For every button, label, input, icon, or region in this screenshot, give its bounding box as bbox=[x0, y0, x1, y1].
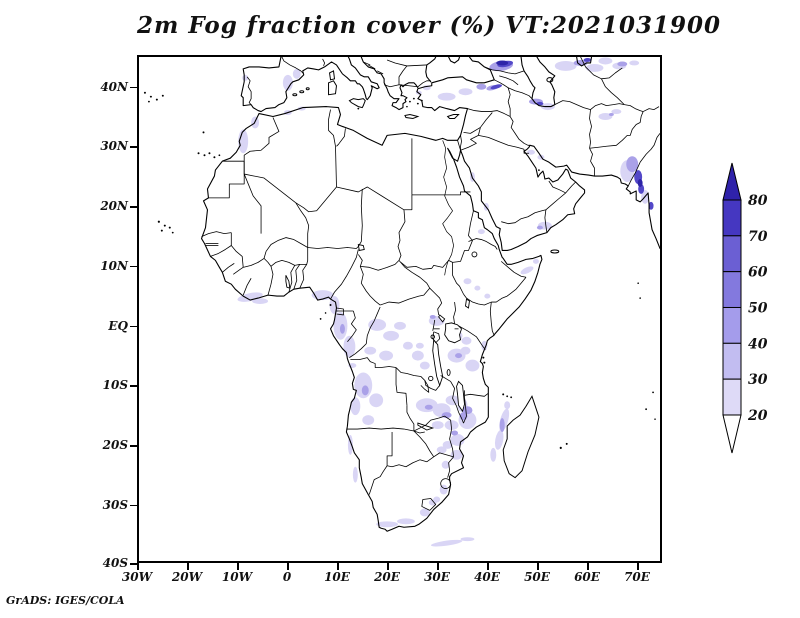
lat-tick bbox=[130, 563, 137, 565]
lon-tick bbox=[337, 563, 339, 570]
lat-tick bbox=[130, 206, 137, 208]
coastline-layer bbox=[200, 57, 660, 532]
lon-tick-label: 40E bbox=[474, 570, 500, 584]
lat-tick-label: EQ bbox=[108, 318, 128, 333]
lat-tick-label: 20N bbox=[100, 199, 128, 214]
lon-tick-label: 30W bbox=[121, 570, 153, 584]
lat-tick bbox=[130, 385, 137, 387]
colorbar-label-80: 80 bbox=[748, 193, 768, 209]
colorbar-segment-50-60 bbox=[722, 271, 742, 308]
lat-tick-label: 30S bbox=[102, 497, 128, 512]
lon-tick bbox=[187, 563, 189, 570]
colorbar-label-30: 30 bbox=[748, 372, 768, 388]
colorbar-segment-40-50 bbox=[722, 306, 742, 344]
lat-tick bbox=[130, 146, 137, 148]
lat-tick bbox=[130, 504, 137, 507]
lon-tick-label: 70E bbox=[624, 570, 650, 584]
colorbar-bottom-arrow bbox=[722, 414, 742, 454]
colorbar-top-arrow bbox=[722, 162, 742, 201]
lat-tick-label: 20S bbox=[102, 438, 128, 453]
lat-tick-label: 10S bbox=[102, 378, 128, 393]
plot-title: 2m Fog fraction cover (%) VT:2021031900 bbox=[137, 12, 721, 39]
lon-tick bbox=[487, 563, 489, 570]
lat-tick-label: 40N bbox=[100, 79, 128, 94]
island-specks-layer bbox=[143, 91, 656, 449]
colorbar-label-20: 20 bbox=[747, 408, 768, 424]
lat-tick-label: 40S bbox=[102, 556, 128, 570]
lon-tick-label: 10E bbox=[324, 570, 350, 584]
lat-tick bbox=[130, 445, 137, 447]
lon-tick-label: 20E bbox=[374, 570, 400, 584]
fog-shading-layer bbox=[237, 57, 654, 547]
colorbar-label-70: 70 bbox=[748, 229, 768, 245]
lon-tick bbox=[437, 563, 439, 570]
africa-fog-map[interactable] bbox=[139, 57, 660, 561]
lon-tick-label: 50E bbox=[524, 570, 550, 584]
lat-tick-label: 30N bbox=[100, 139, 128, 154]
lon-tick-label: 10W bbox=[221, 570, 253, 584]
colorbar: 80 70 60 50 40 30 20 bbox=[722, 162, 768, 454]
credit-text: GrADS: IGES/COLA bbox=[6, 594, 125, 607]
lon-tick-label: 30E bbox=[424, 570, 450, 584]
lakes-layer bbox=[285, 243, 478, 431]
islands-layer bbox=[292, 70, 560, 479]
lon-tick bbox=[537, 563, 539, 570]
map-frame bbox=[137, 55, 662, 563]
lon-tick bbox=[587, 563, 589, 570]
lon-tick bbox=[637, 563, 639, 570]
lon-tick-label: 60E bbox=[574, 570, 600, 584]
colorbar-segment-70-80 bbox=[722, 199, 742, 237]
lon-tick-label: 0 bbox=[282, 570, 292, 584]
colorbar-label-40: 40 bbox=[748, 336, 768, 352]
lon-tick bbox=[137, 563, 139, 570]
lon-tick bbox=[237, 563, 239, 570]
colorbar-label-50: 50 bbox=[748, 300, 768, 316]
lat-tick bbox=[130, 325, 137, 328]
lon-tick bbox=[287, 563, 289, 570]
colorbar-label-60: 60 bbox=[748, 265, 768, 281]
lon-tick-label: 20W bbox=[171, 570, 203, 584]
lat-tick bbox=[130, 86, 137, 89]
lat-tick bbox=[130, 265, 137, 268]
colorbar-segment-20-30 bbox=[722, 378, 742, 416]
lon-tick bbox=[387, 563, 389, 570]
colorbar-segment-60-70 bbox=[722, 235, 742, 273]
borders-layer bbox=[201, 57, 660, 511]
colorbar-segment-30-40 bbox=[722, 342, 742, 380]
lat-tick-label: 10N bbox=[100, 258, 128, 273]
